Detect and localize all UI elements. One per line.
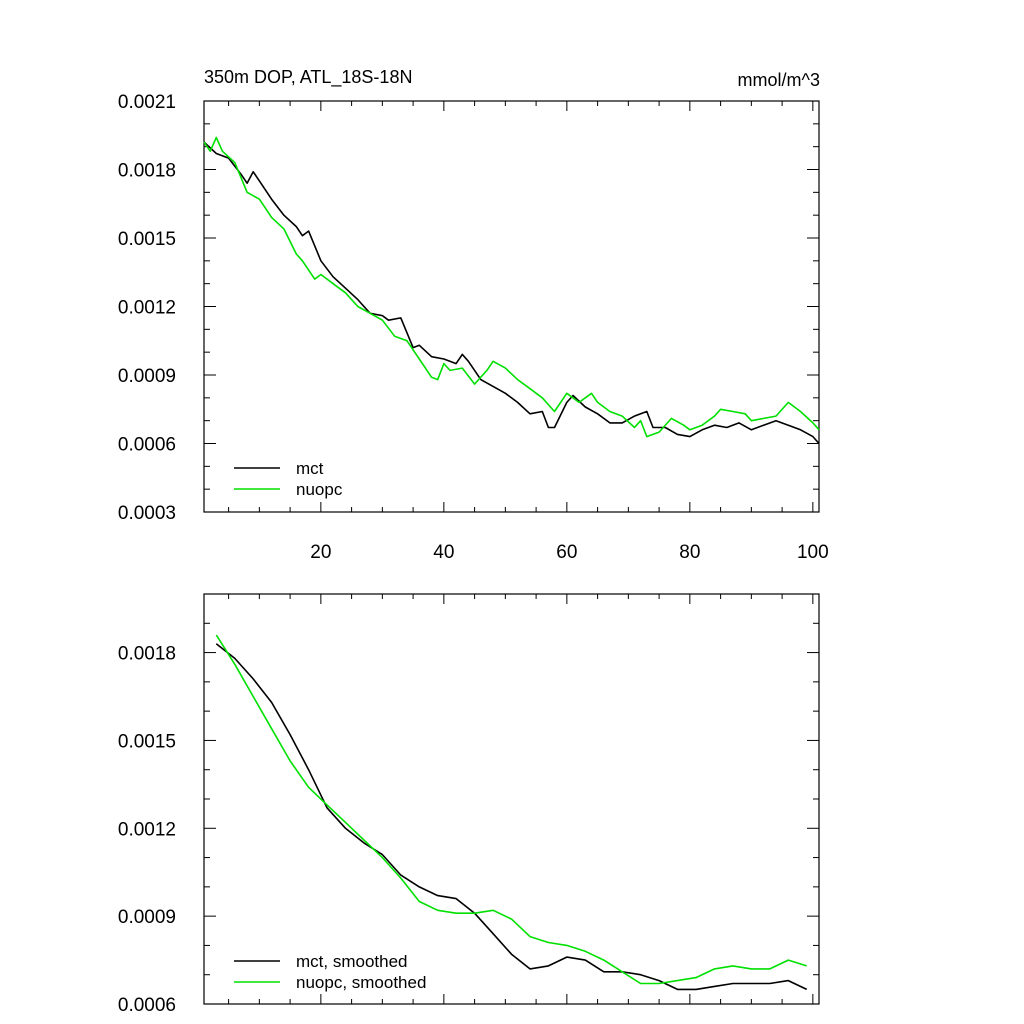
y-tick-label: 0.0015 — [118, 229, 176, 250]
series-line-nuopc-smoothed — [215, 634, 807, 985]
bottom-panel: 0.0006 0.0009 0.0012 0.0015 0.0018 mct, smoo… — [118, 593, 820, 1016]
x-tick-label: 100 — [797, 542, 829, 563]
y-tick-label: 0.0006 — [118, 435, 176, 456]
y-tick-label: 0.0012 — [118, 298, 176, 319]
y-tick-label: 0.0003 — [118, 503, 176, 524]
series-line-nuopc — [203, 136, 820, 438]
legend-label-mct-smoothed: mct, smoothed — [296, 952, 408, 971]
axis-ticks — [204, 593, 819, 1005]
chart-title: 350m DOP, ATL_18S-18N — [204, 67, 412, 88]
legend-label-nuopc-smoothed: nuopc, smoothed — [296, 973, 426, 992]
y-tick-labels: 0.0006 0.0009 0.0012 0.0015 0.0018 — [118, 644, 176, 1016]
series-line-mct — [203, 141, 820, 445]
y-tick-label: 0.0018 — [118, 161, 176, 182]
series-lines — [215, 634, 808, 991]
y-tick-labels: 0.0003 0.0006 0.0009 0.0012 0.0015 0.0018 0.00… — [118, 92, 176, 524]
y-tick-label: 0.0009 — [118, 366, 176, 387]
legend-label-nuopc: nuopc — [296, 480, 343, 499]
legend-label-mct: mct — [296, 459, 324, 478]
chart-units-label: mmol/m^3 — [738, 70, 820, 90]
y-tick-label: 0.0015 — [118, 731, 176, 752]
y-tick-label: 0.0006 — [118, 995, 176, 1016]
legend: mct nuopc — [234, 459, 343, 499]
x-tick-label: 20 — [310, 542, 331, 563]
y-tick-label: 0.0021 — [118, 92, 176, 113]
series-lines — [203, 136, 820, 445]
plot-frame — [203, 593, 820, 1005]
y-tick-label: 0.0018 — [118, 644, 176, 665]
series-line-mct-smoothed — [215, 643, 808, 991]
x-tick-label: 60 — [556, 542, 577, 563]
y-tick-label: 0.0012 — [118, 819, 176, 840]
y-tick-label: 0.0009 — [118, 907, 176, 928]
plot-frame — [203, 100, 820, 513]
x-tick-label: 40 — [433, 542, 454, 563]
x-tick-labels: 20 40 60 80 100 — [310, 542, 828, 563]
x-tick-label: 80 — [679, 542, 700, 563]
legend: mct, smoothed nuopc, smoothed — [234, 952, 426, 992]
top-panel: 350m DOP, ATL_18S-18N mmol/m^3 0.00030.0… — [118, 67, 829, 563]
axis-ticks — [204, 100, 819, 513]
